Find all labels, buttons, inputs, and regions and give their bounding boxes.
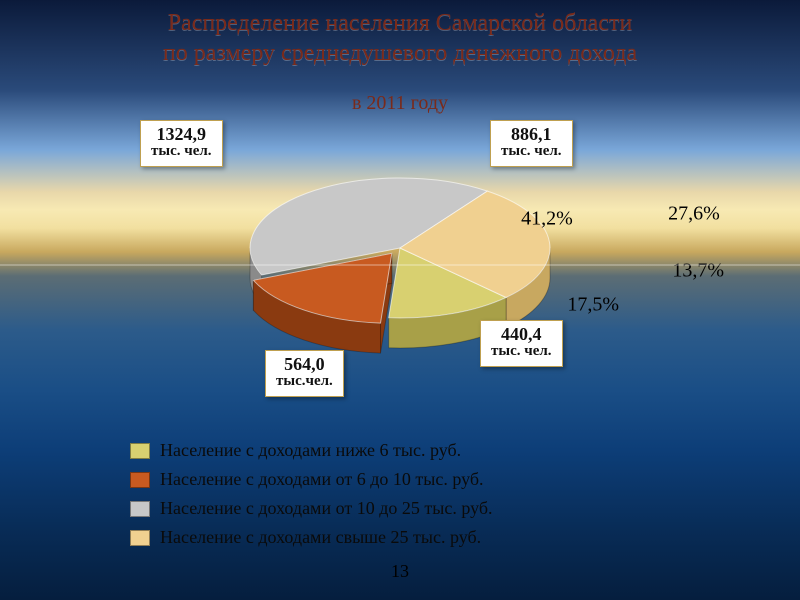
callout-10to25: 1324,9 тыс. чел.: [140, 120, 223, 167]
legend-item: Население с доходами от 6 до 10 тыс. руб…: [130, 469, 493, 490]
callout-value: 1324,9: [151, 125, 212, 144]
legend-swatch: [130, 443, 150, 459]
callout-value: 440,4: [491, 325, 552, 344]
callout-value: 564,0: [276, 355, 333, 374]
title-line1: Распределение населения Самарской област…: [168, 10, 633, 36]
callout-unit: тыс.чел.: [276, 374, 333, 390]
legend-swatch: [130, 530, 150, 546]
pct-label-6to10: 17,5%: [567, 293, 619, 316]
legend-item: Население с доходами ниже 6 тыс. руб.: [130, 440, 493, 461]
legend-label: Население с доходами от 10 до 25 тыс. ру…: [160, 498, 493, 519]
legend-swatch: [130, 501, 150, 517]
pct-label-over25: 27,6%: [668, 202, 720, 225]
slide-title: Распределение населения Самарской област…: [0, 8, 800, 68]
callout-unit: тыс. чел.: [501, 144, 562, 160]
title-line2: по размеру среднедушевого денежного дохо…: [163, 40, 637, 66]
legend-label: Население с доходами от 6 до 10 тыс. руб…: [160, 469, 484, 490]
slide-subtitle: в 2011 году: [0, 92, 800, 115]
legend-item: Население с доходами свыше 25 тыс. руб.: [130, 527, 493, 548]
legend-label: Население с доходами свыше 25 тыс. руб.: [160, 527, 481, 548]
legend-item: Население с доходами от 10 до 25 тыс. ру…: [130, 498, 493, 519]
legend-label: Население с доходами ниже 6 тыс. руб.: [160, 440, 461, 461]
pct-label-10to25: 41,2%: [521, 208, 573, 231]
callout-unit: тыс. чел.: [491, 344, 552, 360]
page-number: 13: [391, 561, 409, 582]
callout-below6: 440,4 тыс. чел.: [480, 320, 563, 367]
callout-unit: тыс. чел.: [151, 144, 212, 160]
callout-value: 886,1: [501, 125, 562, 144]
pct-label-below6: 13,7%: [672, 260, 724, 283]
legend: Население с доходами ниже 6 тыс. руб. Нас…: [130, 440, 493, 556]
callout-over25: 886,1 тыс. чел.: [490, 120, 573, 167]
callout-6to10: 564,0 тыс.чел.: [265, 350, 344, 397]
legend-swatch: [130, 472, 150, 488]
